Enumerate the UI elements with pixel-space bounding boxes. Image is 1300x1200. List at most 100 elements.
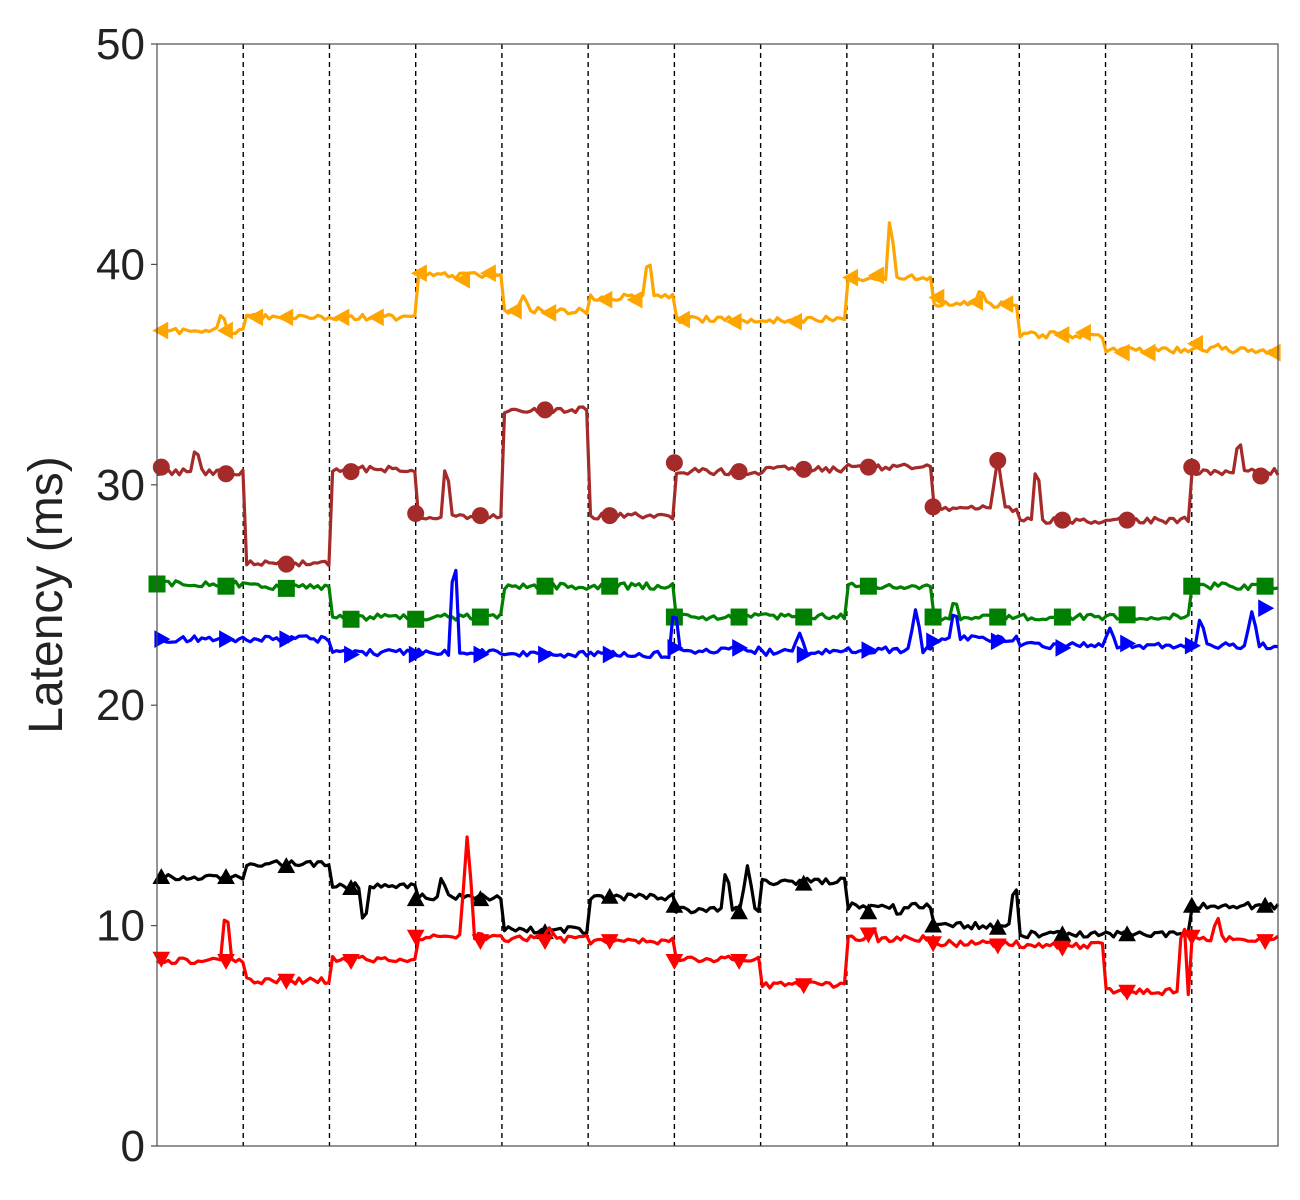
series-2-marker (601, 507, 619, 525)
series-5-marker (217, 868, 235, 884)
series-2-marker (152, 458, 170, 476)
series-4 (154, 568, 1279, 664)
series-4-marker (473, 645, 490, 664)
series-1-marker (967, 293, 984, 311)
series-4-marker (219, 630, 236, 648)
y-tick-label: 10 (96, 902, 145, 951)
series-6-marker (342, 954, 360, 970)
series-1 (152, 221, 1281, 362)
series-1-marker (1264, 343, 1281, 362)
series-4-line (156, 568, 1279, 660)
series-2-marker (1252, 467, 1270, 485)
series-6-marker (217, 954, 235, 970)
series-1-marker (1074, 323, 1091, 342)
series-1-marker (928, 288, 945, 307)
series-6-marker (988, 938, 1007, 955)
segment-boundaries (242, 44, 1193, 1146)
series-3-marker (1256, 577, 1274, 595)
y-tick-label: 30 (96, 461, 145, 510)
y-tick-label: 0 (121, 1122, 145, 1171)
series-5-marker (988, 918, 1007, 935)
series-1-line (156, 221, 1279, 355)
series-6-marker (536, 934, 554, 951)
series-2-marker (1053, 511, 1071, 529)
series-1-marker (1139, 343, 1156, 362)
series-2-marker (342, 463, 360, 481)
series-5-marker (859, 903, 878, 920)
series-3-marker (924, 608, 942, 626)
series-2-marker (277, 555, 295, 573)
series-6-marker (1182, 929, 1201, 946)
series-6 (152, 835, 1279, 1001)
series-1-marker (997, 295, 1014, 313)
series-2-marker (859, 458, 877, 476)
series-6-line (155, 835, 1279, 997)
series-2-marker (989, 452, 1007, 470)
series-3 (148, 575, 1279, 628)
series-3-marker (217, 577, 235, 595)
series-4-marker (667, 639, 684, 657)
series-4-marker (926, 632, 943, 651)
series-1-marker (1113, 343, 1130, 362)
series-3-marker (1053, 608, 1071, 626)
series-2-marker (217, 465, 235, 483)
series-1-marker (596, 290, 613, 309)
series-6-marker (730, 954, 748, 970)
series-2-marker (471, 507, 489, 525)
series-6-marker (1118, 984, 1136, 1001)
series-4-marker (154, 630, 171, 648)
series-1-marker (725, 312, 742, 331)
series-2-marker (1183, 458, 1201, 476)
series-2-marker (536, 401, 554, 419)
series-1-marker (454, 270, 470, 289)
series-3-line (156, 579, 1279, 622)
series-1-marker (540, 304, 557, 322)
series-6-marker (277, 973, 296, 990)
series-4-marker (1258, 599, 1275, 618)
series-1-marker (786, 312, 802, 331)
series-3-marker (601, 577, 619, 595)
series-3-marker (471, 608, 489, 626)
series-2-marker (730, 463, 748, 481)
series-6-marker (1256, 934, 1274, 951)
series-layer (148, 221, 1281, 1001)
series-5-marker (665, 896, 684, 913)
series-2-marker (924, 498, 942, 516)
series-1-marker (479, 264, 496, 283)
y-tick-label: 50 (96, 20, 145, 69)
series-6-marker (859, 927, 878, 944)
series-5-marker (342, 879, 360, 895)
series-1-marker (216, 321, 233, 340)
series-1-marker (867, 266, 884, 285)
series-4-marker (1055, 639, 1072, 657)
series-6-marker (406, 929, 425, 946)
series-1-marker (842, 268, 859, 287)
series-5-marker (277, 857, 296, 873)
series-1-marker (410, 264, 427, 283)
y-axis-ticks: 0 10 20 30 40 50 (96, 20, 157, 1171)
series-4-marker (796, 645, 813, 664)
series-1-marker (277, 308, 294, 327)
series-3-marker (407, 610, 425, 628)
series-2-marker (407, 504, 425, 522)
y-tick-label: 40 (96, 240, 145, 289)
series-1-marker (1053, 326, 1070, 344)
series-3-marker (1183, 577, 1201, 595)
plot-frame (156, 43, 1279, 1147)
series-5-marker (1118, 925, 1136, 942)
series-5-line (155, 859, 1280, 940)
series-2 (152, 401, 1280, 573)
series-4-marker (344, 645, 361, 664)
series-6-marker (794, 978, 813, 995)
series-1-marker (333, 308, 350, 327)
series-6-marker (924, 936, 942, 953)
series-5-marker (924, 916, 942, 933)
series-1-marker (505, 301, 522, 320)
series-6-marker (600, 934, 619, 951)
series-3-marker (1118, 606, 1136, 624)
series-4-marker (990, 632, 1007, 651)
series-1-marker (626, 290, 643, 309)
series-1-marker (152, 321, 169, 340)
series-1-marker (673, 310, 690, 329)
series-6-marker (471, 934, 490, 951)
